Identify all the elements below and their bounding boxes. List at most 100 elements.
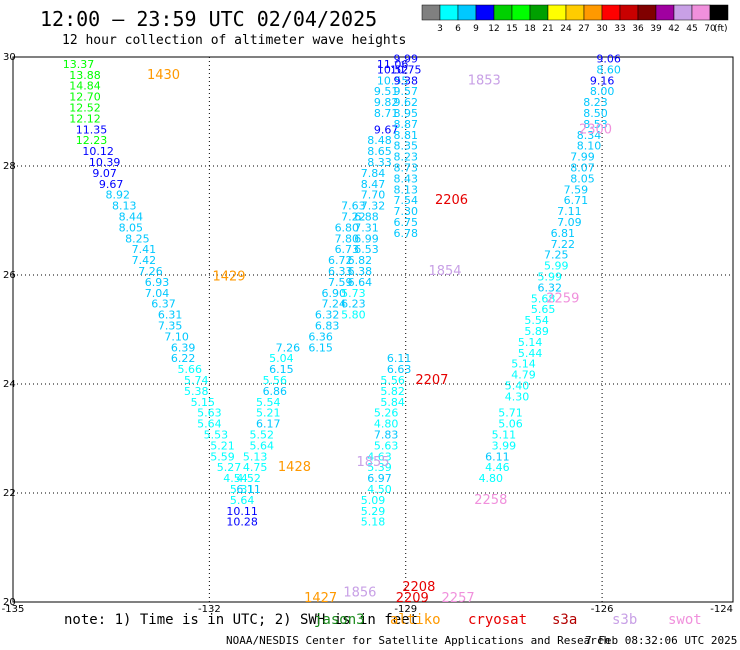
colorbar-label: 39 [650,24,662,34]
wave-height-point: 8.53 [583,118,608,131]
wave-height-point: 7.04 [145,287,170,300]
wave-height-point: 6.78 [393,227,418,240]
wave-height-point: 5.99 [537,270,562,283]
colorbar-label: 36 [632,24,644,34]
wave-height-point: 6.90 [321,287,346,300]
wave-height-point: 6.81 [551,227,576,240]
colorbar-label: 27 [578,24,589,34]
wave-height-point: 5.64 [197,418,222,431]
wave-height-point: 10.52 [377,63,409,76]
wave-height-point: 6.37 [151,298,176,311]
wave-height-point: 8.33 [367,156,392,169]
wave-height-point: 7.24 [321,298,346,311]
x-tick-label: -124 [710,604,733,615]
colorbar-swatch [619,4,639,21]
colorbar-swatch [511,4,531,21]
wave-height-point: 6.11 [387,352,412,365]
wave-height-point: 13.88 [69,69,101,82]
wave-height-point: 5.11 [492,429,517,442]
wave-height-point: 6.83 [315,320,340,333]
track-time-label: 1429 [212,269,245,284]
track-time-label: 1856 [343,586,376,601]
wave-height-point: 9.99 [393,52,418,65]
colorbar-swatch [691,4,711,21]
wave-height-point: 8.13 [393,183,418,196]
wave-height-point: 9.67 [99,178,124,191]
wave-height-point: 9.67 [374,123,399,136]
colorbar-swatch [457,4,477,21]
wave-height-point: 6.36 [308,330,333,343]
colorbar-label: 45 [686,24,697,34]
wave-height-point: 6.15 [308,341,333,354]
wave-height-point: 7.63 [341,200,366,213]
track-time-label: 2206 [435,193,468,208]
wave-height-point: 5.04 [269,352,294,365]
wave-height-point: 5.56 [380,374,405,387]
wave-height-point: 8.25 [125,232,150,245]
track-time-label: 1428 [278,460,311,475]
track-time-label: 2207 [415,373,448,388]
wave-height-point: 6.17 [256,418,281,431]
wave-height-point: 5.63 [374,439,399,452]
wave-height-point: 5.26 [374,407,399,420]
wave-height-point: 5.40 [505,379,530,392]
wave-height-point: 8.65 [367,145,392,158]
wave-height-point: 7.35 [158,320,183,333]
track-time-label: 1430 [147,68,180,83]
wave-height-point: 4.52 [236,472,261,485]
wave-height-point: 5.74 [184,374,209,387]
colorbar-swatch [439,4,459,21]
wave-height-point: 7.25 [544,249,569,262]
wave-height-point: 8.43 [393,172,418,185]
wave-height-point: 11.35 [76,123,108,136]
wave-height-point: 7.09 [557,216,582,229]
wave-height-point: 4.80 [374,418,399,431]
wave-height-point: 5.56 [263,374,288,387]
wave-height-point: 5.15 [191,396,216,409]
wave-height-point: 12.23 [76,134,108,147]
wave-height-point: 5.64 [230,494,255,507]
track-time-label: 2259 [546,291,579,306]
wave-height-point: 5.66 [177,363,202,376]
chart-title: 12:00 – 23:59 UTC 02/04/2025 [40,7,378,31]
track-time-label: 1854 [428,264,461,279]
colorbar-swatch [583,4,603,21]
data-point-layer: 13.3713.8814.8412.7012.5212.1211.3512.23… [63,52,621,528]
satellite-legend-s3b: s3b [612,612,638,628]
wave-height-point: 5.29 [361,505,386,518]
colorbar-label: 12 [488,24,499,34]
wave-height-point: 9.16 [590,74,615,87]
y-tick-label: 24 [3,379,16,390]
wave-height-point: 5.21 [256,407,281,420]
wave-height-point: 5.59 [210,450,235,463]
wave-height-point: 6.64 [348,276,373,289]
wave-height-point: 10.39 [89,156,121,169]
wave-height-point: 6.11 [236,483,261,496]
wave-height-point: 6.80 [335,221,360,234]
colorbar-swatch [421,4,441,21]
wave-height-point: 7.80 [335,232,360,245]
wave-height-point: 6.73 [335,243,360,256]
track-time-label: 2209 [396,591,429,606]
wave-height-point: 7.10 [164,330,189,343]
wave-height-point: 8.71 [374,107,399,120]
track-time-label: 1853 [468,73,501,88]
wave-height-point: 5.64 [249,439,274,452]
colorbar-legend: 3 6 9 12 15 18 21 24 27 30 33 36 39 42 45 70(ft) [421,4,729,34]
wave-height-point: 7.99 [570,151,595,164]
colorbar-label: 70 [704,24,716,34]
wave-height-point: 8.87 [393,118,418,131]
grid-layer [12,56,734,603]
wave-height-point: 8.81 [393,129,418,142]
wave-height-point: 7.83 [374,429,399,442]
wave-height-point: 6.39 [171,341,196,354]
wave-height-point: 14.84 [69,80,101,93]
wave-height-point: 4.54 [223,472,248,485]
x-tick-label: -135 [2,604,25,615]
wave-height-point: 9.06 [596,52,621,65]
wave-height-point: 13.37 [63,58,95,71]
wave-height-point: 4.80 [479,472,504,485]
wave-height-point: 10.11 [226,505,258,518]
colorbar-label: 9 [473,24,479,34]
